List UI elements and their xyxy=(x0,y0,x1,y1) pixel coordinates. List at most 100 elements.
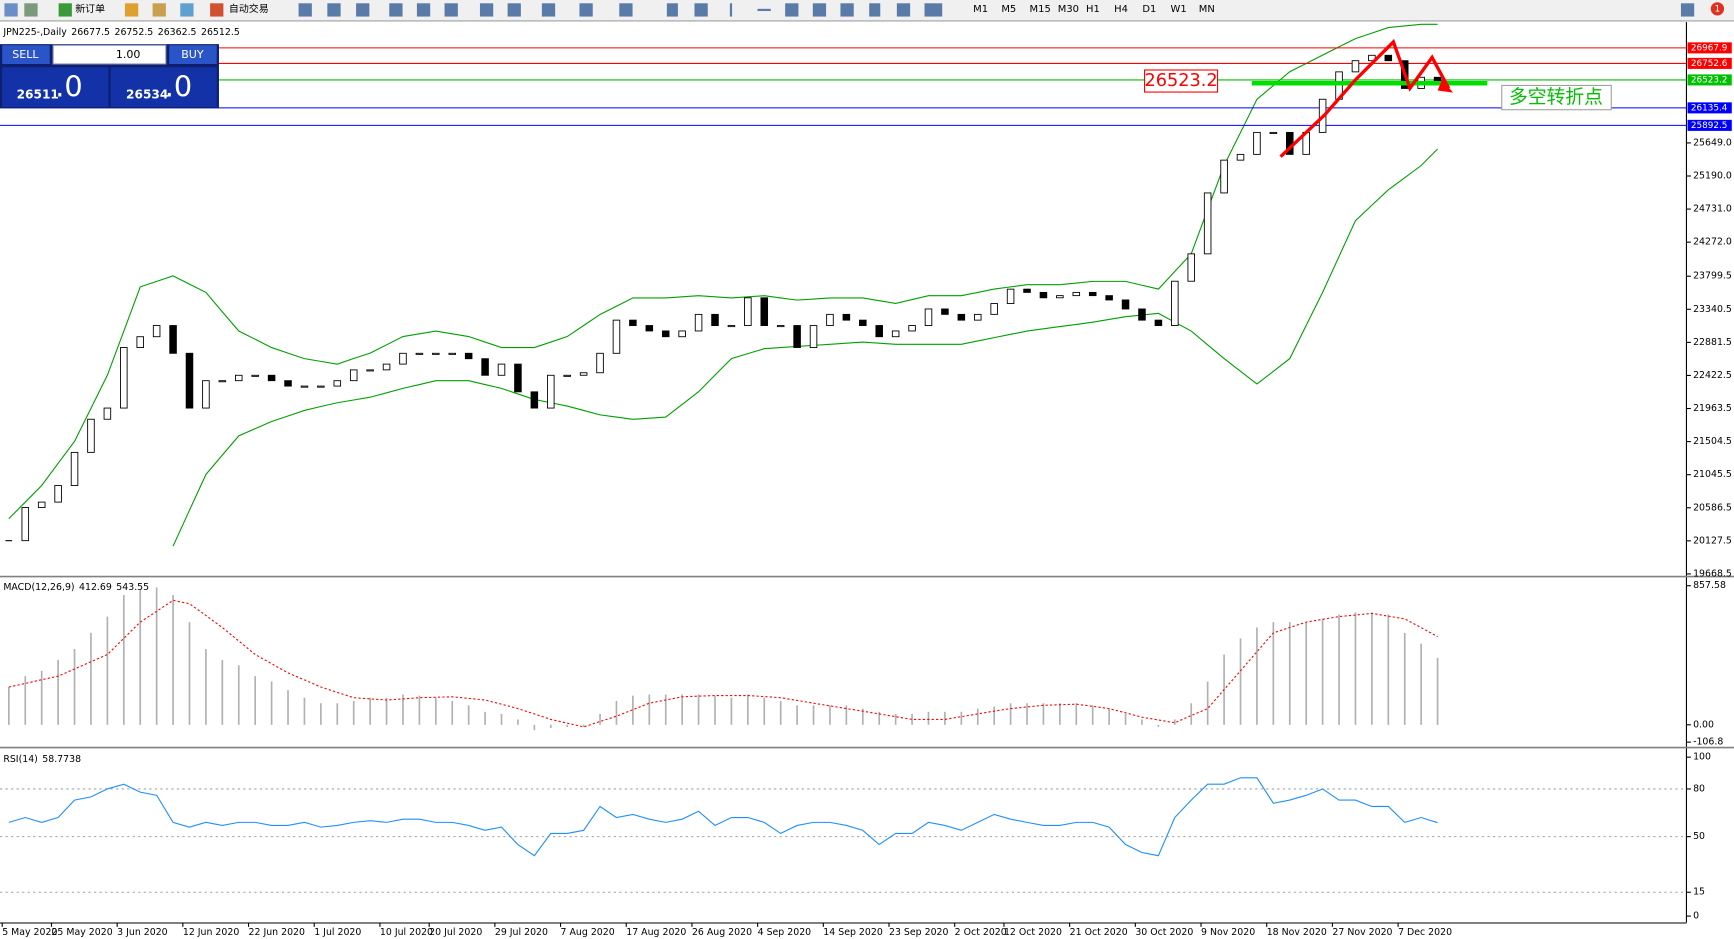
lot-input[interactable] xyxy=(52,44,167,65)
x-tick-label: 22 Jun 2020 xyxy=(249,927,305,938)
annotation-box xyxy=(1501,84,1612,111)
new-order-icon[interactable] xyxy=(58,3,72,17)
toolbar xyxy=(0,0,1734,21)
candle xyxy=(300,385,309,388)
indicator-header: RSI(14) 58.7738 xyxy=(3,754,81,765)
candle xyxy=(859,319,867,326)
tool-icon[interactable] xyxy=(4,3,18,17)
y-tick-label: 857.58 xyxy=(1693,580,1726,591)
tool-icon[interactable] xyxy=(24,3,38,17)
notification-badge[interactable] xyxy=(1710,2,1725,16)
buy-button[interactable] xyxy=(169,45,217,64)
tool-icon[interactable] xyxy=(694,3,708,17)
tool-icon[interactable] xyxy=(579,3,593,17)
timeframe-button[interactable]: M15 xyxy=(1030,4,1051,15)
price-level-label: 26523.2 xyxy=(1691,75,1728,85)
ask-fraction: .0 xyxy=(165,69,192,103)
candle xyxy=(103,407,112,420)
tool-icon[interactable] xyxy=(124,3,139,17)
candle xyxy=(957,313,966,321)
tool-icon[interactable] xyxy=(152,3,166,17)
candle xyxy=(1105,295,1113,301)
timeframe-button[interactable]: MN xyxy=(1199,4,1215,15)
timeframe-button[interactable]: M30 xyxy=(1058,4,1079,15)
candle xyxy=(1203,192,1212,255)
tool-icon[interactable] xyxy=(389,3,403,17)
tool-icon[interactable] xyxy=(729,3,733,17)
macd-signal xyxy=(8,599,1438,728)
x-tick-label: 30 Oct 2020 xyxy=(1135,927,1193,938)
tool-icon[interactable] xyxy=(666,3,678,17)
y-tick-label: 80 xyxy=(1693,783,1705,794)
tool-icon[interactable] xyxy=(812,3,827,17)
candle xyxy=(826,313,834,326)
sell-button[interactable] xyxy=(2,45,50,64)
tool-icon[interactable] xyxy=(298,3,312,17)
y-tick-label: 23799.5 xyxy=(1693,271,1732,282)
candle xyxy=(694,313,703,332)
x-tick-label: 10 Jul 2020 xyxy=(380,927,433,938)
tool-icon[interactable] xyxy=(541,3,556,17)
price-level-label: 25892.5 xyxy=(1691,121,1728,131)
timeframe-button[interactable]: W1 xyxy=(1171,4,1187,15)
bid-fraction: .0 xyxy=(55,69,82,103)
candle xyxy=(990,303,998,315)
x-tick-label: 20 Jul 2020 xyxy=(429,927,482,938)
candle xyxy=(1121,299,1130,310)
chart-area xyxy=(0,22,1687,923)
tool-icon[interactable] xyxy=(356,3,370,17)
y-tick-label: 100 xyxy=(1693,752,1711,763)
x-tick-label: 12 Jun 2020 xyxy=(183,927,239,938)
search-icon[interactable] xyxy=(1680,3,1695,17)
tool-icon[interactable] xyxy=(896,3,911,17)
x-tick-label: 7 Dec 2020 xyxy=(1398,927,1452,938)
tool-icon[interactable] xyxy=(444,3,458,17)
candle xyxy=(744,297,752,326)
candle xyxy=(448,352,457,355)
tool-icon[interactable] xyxy=(416,3,431,17)
timeframe-button[interactable]: H4 xyxy=(1114,4,1128,15)
timeframe-button[interactable]: H1 xyxy=(1086,4,1100,15)
tool-icon[interactable] xyxy=(327,3,341,17)
header-value: 543.55 xyxy=(116,582,149,593)
candle xyxy=(924,308,933,326)
x-tick-label: 25 May 2020 xyxy=(51,927,112,938)
timeframe-button[interactable]: D1 xyxy=(1142,4,1156,15)
timeframe-button[interactable]: M1 xyxy=(973,4,988,15)
auto-trading-icon[interactable] xyxy=(210,3,224,17)
timeframe-button[interactable]: M5 xyxy=(1001,4,1016,15)
candle xyxy=(563,374,571,377)
candle xyxy=(760,297,769,326)
candle xyxy=(1269,131,1278,134)
tool-icon[interactable] xyxy=(757,8,771,12)
bid-box[interactable] xyxy=(2,67,109,108)
tool-icon[interactable] xyxy=(479,3,494,17)
candle xyxy=(727,325,736,328)
candle xyxy=(481,358,489,376)
candle xyxy=(661,330,670,338)
tool-icon[interactable] xyxy=(840,3,854,17)
tool-icon[interactable] xyxy=(869,3,881,17)
price-level-label: 26135.4 xyxy=(1691,103,1728,113)
tool-icon[interactable] xyxy=(180,3,194,17)
candle xyxy=(1072,291,1081,297)
auto-trading-button[interactable]: 自动交易 xyxy=(229,2,269,15)
candle xyxy=(973,313,982,321)
candle xyxy=(415,352,424,355)
tool-icon[interactable] xyxy=(924,3,943,17)
y-tick-label: -106.8 xyxy=(1693,737,1723,748)
tool-icon[interactable] xyxy=(507,3,521,17)
annotation-price: 26523.2 xyxy=(1145,71,1218,91)
candle xyxy=(333,380,342,387)
tool-icon[interactable] xyxy=(785,3,799,17)
ask-box[interactable] xyxy=(110,67,217,108)
header-value: 26512.5 xyxy=(201,27,240,38)
header-value: 58.7738 xyxy=(42,754,81,765)
x-tick-label: 23 Sep 2020 xyxy=(889,927,949,938)
tool-icon[interactable] xyxy=(619,3,633,17)
new-order-button[interactable]: 新订单 xyxy=(75,2,105,15)
candle xyxy=(891,330,900,338)
price-level-tag xyxy=(1687,119,1732,131)
